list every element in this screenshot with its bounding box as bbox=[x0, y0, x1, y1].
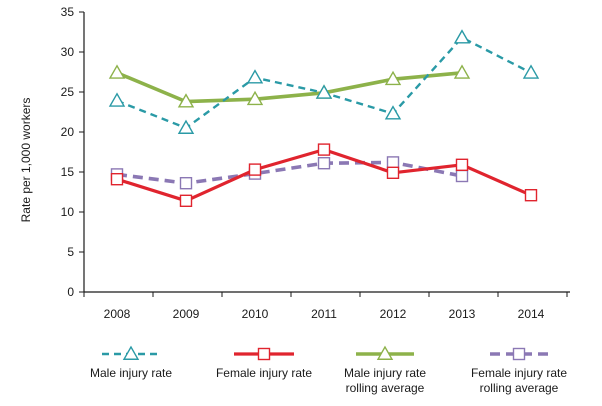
data-point bbox=[179, 194, 193, 208]
x-tick-label: 2012 bbox=[380, 307, 407, 321]
legend-label: Female injury rate bbox=[471, 366, 567, 380]
legend-item: Female injury rate bbox=[216, 347, 312, 380]
data-point bbox=[246, 69, 264, 84]
x-tick-label: 2014 bbox=[518, 307, 545, 321]
y-tick-label: 5 bbox=[67, 245, 74, 259]
series-line bbox=[116, 71, 463, 104]
legend-label: Female injury rate bbox=[216, 366, 312, 380]
legend-swatch-marker bbox=[512, 347, 526, 361]
data-point bbox=[386, 166, 400, 180]
y-tick-label: 25 bbox=[61, 85, 75, 99]
data-point bbox=[453, 29, 471, 44]
y-axis-label: Rate per 1,000 workers bbox=[19, 98, 33, 223]
data-point bbox=[455, 169, 469, 183]
legend-label: rolling average bbox=[346, 381, 425, 395]
legend: Male injury rate Female injury rate Male i… bbox=[90, 345, 567, 395]
data-point bbox=[248, 163, 262, 176]
data-point bbox=[384, 105, 402, 120]
series-1 bbox=[108, 29, 540, 134]
legend-item: Male injury rate bbox=[90, 345, 172, 380]
data-point bbox=[110, 172, 124, 186]
data-point bbox=[522, 64, 540, 79]
y-tick-label: 35 bbox=[61, 5, 75, 19]
data-point bbox=[179, 176, 193, 190]
y-tick-label: 20 bbox=[61, 125, 75, 139]
data-point bbox=[453, 64, 471, 79]
series-4 bbox=[110, 156, 469, 190]
legend-label: rolling average bbox=[480, 381, 559, 395]
data-point bbox=[524, 188, 538, 202]
data-point bbox=[108, 64, 126, 79]
series-layer bbox=[108, 29, 540, 208]
data-point bbox=[455, 158, 469, 172]
x-tick-label: 2008 bbox=[104, 307, 131, 321]
y-tick-label: 0 bbox=[67, 285, 74, 299]
x-tick-label: 2010 bbox=[242, 307, 269, 321]
x-tick-label: 2011 bbox=[311, 307, 337, 321]
data-point bbox=[317, 143, 331, 156]
data-point bbox=[386, 156, 400, 169]
axes: 0 5 10 15 20 25 30 35 2008 2009 2010 2011 2012 2013 20… bbox=[61, 5, 570, 321]
data-point bbox=[384, 70, 402, 86]
data-point bbox=[317, 156, 331, 170]
legend-label: Male injury rate bbox=[344, 366, 426, 380]
series-line bbox=[116, 36, 532, 130]
legend-swatch-marker bbox=[122, 345, 140, 360]
legend-swatch-marker bbox=[257, 347, 271, 361]
legend-swatch-marker bbox=[376, 345, 394, 360]
x-tick-label: 2009 bbox=[173, 307, 200, 321]
data-point bbox=[177, 119, 195, 134]
series-2 bbox=[110, 143, 538, 208]
data-point bbox=[315, 84, 333, 99]
data-point bbox=[108, 92, 126, 107]
y-tick-label: 10 bbox=[61, 205, 75, 219]
series-line bbox=[116, 160, 463, 185]
legend-label: Male injury rate bbox=[90, 366, 172, 380]
data-point bbox=[177, 93, 195, 108]
x-tick-label: 2013 bbox=[449, 307, 476, 321]
y-tick-label: 15 bbox=[61, 165, 75, 179]
data-point bbox=[246, 90, 264, 106]
y-tick-label: 30 bbox=[61, 45, 75, 59]
